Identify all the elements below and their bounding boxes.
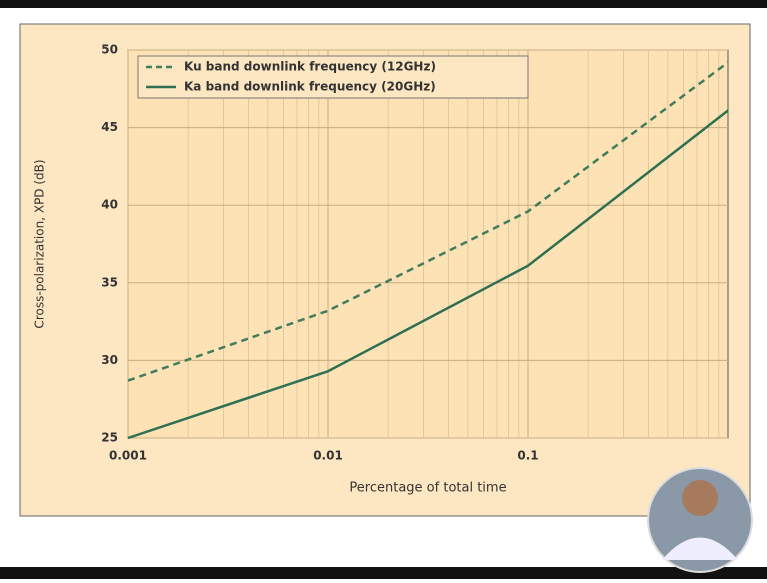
slide: Ku band downlink frequency (12GHz) Ka ban… xyxy=(0,0,767,579)
plot-area xyxy=(128,50,728,438)
x-tick-label: 0.1 xyxy=(517,449,538,463)
y-tick-label: 30 xyxy=(101,353,118,367)
y-tick-label: 35 xyxy=(101,275,118,289)
y-tick-label: 25 xyxy=(101,431,118,445)
x-tick-label: 0.01 xyxy=(313,449,343,463)
presenter-head xyxy=(682,480,718,516)
y-tick-label: 45 xyxy=(101,120,118,134)
bottom-bar xyxy=(0,567,767,579)
x-tick-label: 0.001 xyxy=(109,449,147,463)
y-tick-label: 40 xyxy=(101,198,118,212)
x-axis-label: Percentage of total time xyxy=(349,481,506,496)
legend-label: Ku band downlink frequency (12GHz) xyxy=(184,60,436,74)
y-axis-label: Cross-polarization, XPD (dB) xyxy=(33,159,47,328)
legend-label: Ka band downlink frequency (20GHz) xyxy=(184,80,436,94)
y-tick-label: 50 xyxy=(101,43,118,57)
top-bar xyxy=(0,0,767,8)
